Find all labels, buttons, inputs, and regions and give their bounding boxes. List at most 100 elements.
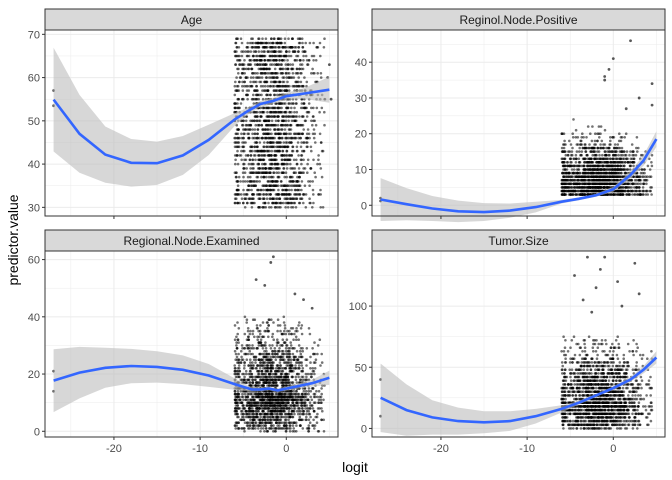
data-point [237,407,240,410]
data-point [320,387,323,390]
data-point [649,186,652,189]
data-point [287,128,291,131]
data-point [265,193,269,196]
data-point [306,171,309,174]
data-point [589,186,592,189]
data-point [293,332,296,336]
data-point [267,201,270,205]
data-point [281,171,284,174]
data-point [250,97,254,101]
data-point [234,427,237,430]
data-point [587,161,591,164]
data-point [601,157,605,161]
data-point [586,157,590,161]
facet-title: Age [181,13,203,27]
data-point [289,424,292,427]
data-point [319,206,323,209]
data-point [582,186,585,189]
data-point [605,175,608,178]
data-point [570,168,574,171]
data-point [262,145,266,149]
data-point [573,157,576,161]
data-point [299,409,302,413]
data-point [261,128,265,131]
data-point [577,157,581,161]
data-point [263,80,266,84]
data-point [589,157,593,161]
data-point [562,150,565,153]
data-point [240,149,243,153]
data-point [575,150,579,153]
data-point [301,347,304,350]
data-point [329,97,333,101]
data-point [629,157,633,161]
data-point [254,97,258,101]
data-point [578,164,581,168]
data-point [243,132,246,136]
data-point [236,102,239,105]
data-point [262,67,266,71]
data-point [580,175,584,178]
data-point [241,141,244,144]
data-point [255,193,259,196]
data-point [234,89,237,92]
data-point [241,392,244,396]
data-point [304,41,308,45]
data-point [283,37,287,40]
data-point [296,123,299,127]
data-point [260,123,264,127]
data-point [632,161,636,164]
data-point [562,157,566,161]
data-point [263,141,266,144]
data-point [294,188,297,192]
data-point [253,149,257,153]
data-point [274,184,278,187]
data-point [284,110,287,114]
data-point [584,175,587,178]
data-point [277,162,280,166]
data-point [266,180,270,183]
data-point [237,327,241,330]
data-point [279,72,283,75]
data-point [575,193,579,196]
data-point [307,387,311,390]
data-point [255,145,259,149]
data-point [302,59,305,62]
data-point [250,145,254,149]
data-point [307,132,311,136]
data-point [620,136,624,139]
data-point [283,41,287,45]
data-point [305,412,308,416]
data-point [316,352,319,356]
data-point [316,162,319,166]
data-point [244,372,248,376]
data-point [271,76,275,79]
data-point [272,128,276,131]
data-point [602,186,606,189]
data-point [301,46,305,49]
data-point [628,182,632,186]
data-point [257,37,261,40]
data-point [261,97,265,101]
data-point [644,189,648,193]
data-point [312,201,315,205]
data-point [291,50,295,53]
data-point [281,338,285,342]
data-point [576,143,580,146]
data-point [306,63,310,66]
data-point [309,404,312,407]
data-point [254,76,258,79]
data-point [285,344,289,347]
data-point [273,206,277,209]
data-point [599,132,602,135]
data-point [285,175,289,179]
y-tick-label: 40 [28,159,40,171]
data-point [246,344,249,347]
data-point [243,206,247,209]
data-point [278,67,282,71]
data-point [314,358,318,362]
data-point [240,395,244,399]
data-point [644,178,648,182]
data-point [240,158,243,162]
data-point [244,158,248,162]
